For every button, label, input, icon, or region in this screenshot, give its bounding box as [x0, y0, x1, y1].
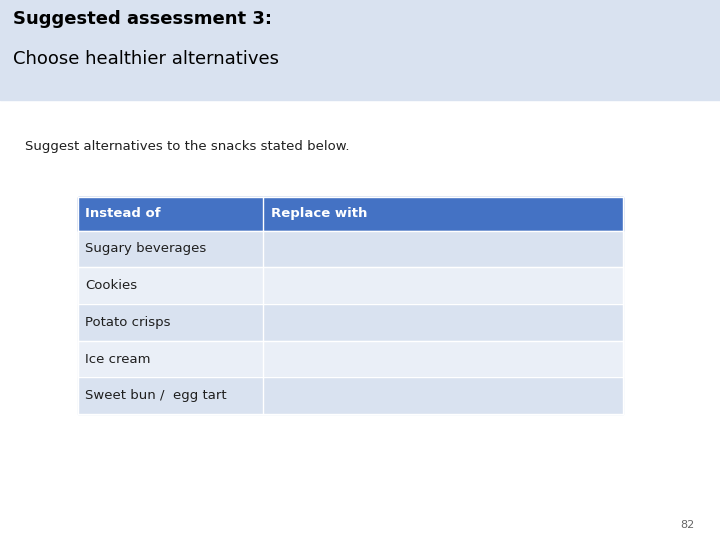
Text: Cookies: Cookies — [85, 279, 137, 292]
Bar — [78, 197, 623, 231]
Bar — [0, 0, 720, 100]
Text: Suggested assessment 3:: Suggested assessment 3: — [13, 10, 272, 28]
Bar — [78, 267, 623, 304]
Text: Suggest alternatives to the snacks stated below.: Suggest alternatives to the snacks state… — [25, 140, 350, 153]
Bar — [78, 231, 623, 267]
Text: Choose healthier alternatives: Choose healthier alternatives — [13, 50, 279, 68]
Text: Replace with: Replace with — [271, 207, 368, 220]
Bar — [78, 341, 623, 377]
Bar — [78, 377, 623, 414]
Text: 82: 82 — [680, 520, 695, 530]
Text: Potato crisps: Potato crisps — [85, 316, 171, 329]
Text: Ice cream: Ice cream — [85, 353, 150, 366]
Text: Instead of: Instead of — [85, 207, 161, 220]
Text: Sweet bun /  egg tart: Sweet bun / egg tart — [85, 389, 227, 402]
Bar — [78, 304, 623, 341]
Text: Sugary beverages: Sugary beverages — [85, 242, 206, 255]
